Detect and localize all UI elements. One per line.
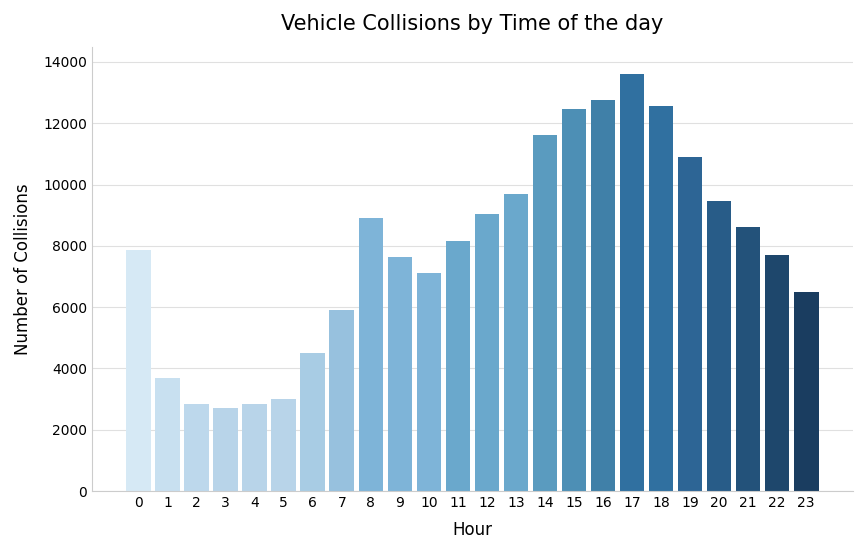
Bar: [590, 100, 616, 491]
Bar: [416, 273, 441, 491]
Bar: [620, 74, 644, 491]
Bar: [271, 399, 297, 491]
Bar: [243, 404, 267, 491]
Bar: [532, 135, 557, 491]
Bar: [649, 106, 674, 491]
Bar: [707, 201, 732, 491]
Bar: [446, 241, 470, 491]
Bar: [185, 404, 209, 491]
Bar: [127, 251, 151, 491]
Bar: [504, 194, 528, 491]
Bar: [213, 408, 238, 491]
Bar: [474, 213, 499, 491]
Y-axis label: Number of Collisions: Number of Collisions: [14, 183, 32, 354]
Bar: [301, 353, 325, 491]
Title: Vehicle Collisions by Time of the day: Vehicle Collisions by Time of the day: [281, 14, 663, 34]
X-axis label: Hour: Hour: [453, 521, 492, 539]
Bar: [562, 109, 586, 491]
Bar: [765, 255, 790, 491]
Bar: [155, 378, 180, 491]
Bar: [736, 227, 760, 491]
Bar: [794, 292, 818, 491]
Bar: [388, 257, 412, 491]
Bar: [678, 157, 702, 491]
Bar: [329, 310, 354, 491]
Bar: [359, 218, 383, 491]
